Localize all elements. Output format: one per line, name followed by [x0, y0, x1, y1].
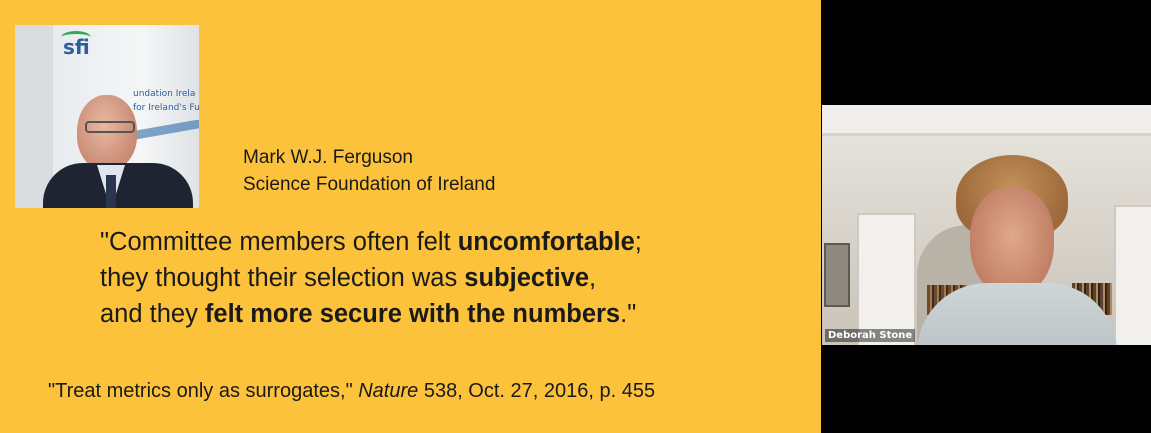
glasses	[85, 121, 135, 133]
citation-text: 538, Oct. 27, 2016, p. 455	[418, 380, 656, 402]
room-ceiling	[822, 105, 1151, 136]
quote-text: and they	[100, 300, 205, 328]
presentation-slide: sfi undation Irela for Ireland's Fu Mark…	[0, 0, 821, 433]
room-door-right	[1114, 205, 1151, 345]
citation-journal: Nature	[358, 380, 419, 402]
speaker-org: Science Foundation of Ireland	[243, 174, 496, 195]
banner-text-line1: undation Irela	[133, 89, 196, 99]
banner-text: undation Irela for Ireland's Fu	[133, 87, 199, 115]
room-door-left	[857, 213, 916, 345]
quote-emphasis: felt more secure with the numbers	[204, 300, 621, 328]
banner-text-line2: for Ireland's Fu	[133, 103, 199, 113]
quote-block: "Committee members often felt uncomforta…	[100, 224, 642, 332]
citation: "Treat metrics only as surrogates," Natu…	[48, 380, 655, 403]
quote-line-1: "Committee members often felt uncomforta…	[100, 224, 642, 260]
quote-text: ."	[620, 300, 637, 328]
quote-text: ,	[589, 264, 597, 292]
participant-video-tile[interactable]: Deborah Stone	[822, 105, 1151, 345]
sfi-logo-swoosh-icon	[61, 31, 91, 44]
quote-line-3: and they felt more secure with the numbe…	[100, 296, 642, 332]
speaker-photo: sfi undation Irela for Ireland's Fu	[15, 25, 199, 208]
participant-sweater	[917, 283, 1117, 345]
quote-text: ;	[634, 228, 642, 256]
speaker-name: Mark W.J. Ferguson	[243, 147, 413, 168]
citation-text: "Treat metrics only as surrogates,"	[48, 380, 359, 402]
quote-text: they thought their selection was	[100, 264, 465, 292]
picture-frame	[824, 243, 850, 307]
speaker-caption: Mark W.J. Ferguson Science Foundation of…	[243, 144, 495, 198]
quote-emphasis: subjective	[464, 264, 590, 292]
quote-line-2: they thought their selection was subject…	[100, 260, 642, 296]
quote-text: "Committee members often felt	[100, 228, 458, 256]
quote-emphasis: uncomfortable	[457, 228, 635, 256]
participant-face	[970, 187, 1054, 297]
participant-name-label: Deborah Stone	[825, 329, 916, 342]
sfi-logo: sfi	[63, 35, 90, 59]
person-tie	[106, 175, 116, 208]
